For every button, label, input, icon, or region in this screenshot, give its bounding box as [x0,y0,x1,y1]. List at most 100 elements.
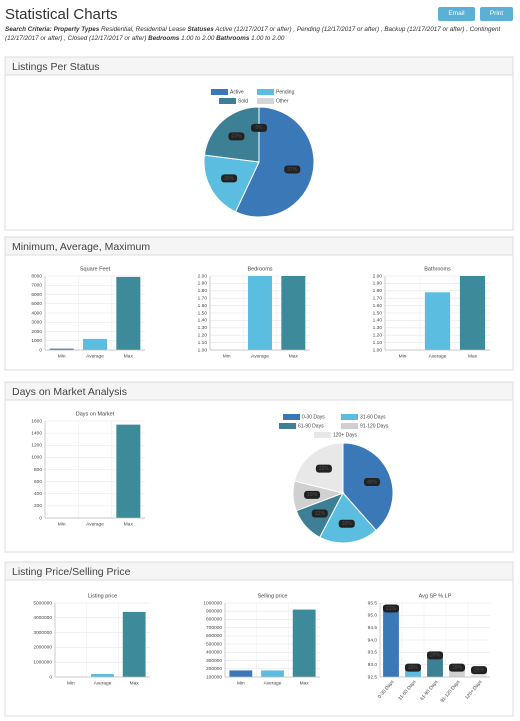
label-bg [315,464,332,473]
x-tick-label: Max [468,353,478,359]
y-tick-label: 5000 [31,301,42,307]
y-tick-label: 1.50 [373,310,383,316]
x-tick-label: Min [58,521,66,527]
y-tick-label: 1000 [31,455,42,461]
x-tick-label: Average [264,680,282,686]
email-button[interactable]: Email [438,7,475,21]
slice-label: 10% [307,492,318,498]
section-header [4,56,514,76]
criteria-name: Bedrooms [148,34,180,42]
y-tick-label: 94.5 [368,625,378,631]
section-header [4,236,514,256]
section-panel [4,561,514,717]
bar [116,424,141,518]
y-tick-label: 1000000 [33,659,52,665]
chart-title: Bathrooms [424,266,451,272]
y-tick-label: 1.00 [373,347,383,353]
x-tick-label: Max [130,680,140,686]
y-tick-label: 1.10 [373,340,383,346]
x-tick-label: Average [86,353,104,359]
x-tick-label: Average [94,680,112,686]
y-tick-label: 1.00 [198,347,208,353]
chart-title: Bedrooms [247,266,272,272]
chart-title: Square Feet [80,266,111,272]
legend-label: Other [276,98,289,104]
chart-title: Selling price [258,593,288,599]
bar [383,605,399,677]
slice-label: 23% [231,134,242,140]
bar [292,609,316,677]
print-button[interactable]: Print [480,7,513,21]
bar [459,276,486,350]
criteria-name: Bathrooms [216,34,250,42]
y-tick-label: 1.90 [373,281,383,287]
x-tick-label: Max [124,521,134,527]
y-tick-label: 95.5 [368,600,378,606]
criteria-value: 1.00 to 2.00 [181,34,215,42]
y-tick-label: 93.5 [368,650,378,656]
y-tick-label: 200000 [206,666,222,672]
criteria-value: Residential, Residential Lease [101,26,186,33]
slice-label: 57% [287,167,298,173]
y-tick-label: 1.50 [198,310,208,316]
x-tick-label: Min [223,353,231,359]
search-criteria: Search Criteria: Property Types Resident… [5,26,510,43]
criteria-name: Statuses [187,26,214,33]
label-bg [338,519,355,528]
x-tick-label: Average [251,353,269,359]
label-bg [363,478,380,487]
bar-label: 20% [452,665,463,671]
legend-swatch [211,89,228,95]
y-tick-label: 7000 [31,283,42,289]
y-tick-label: 600000 [206,633,222,639]
bar-label: 20% [474,667,485,673]
legend-swatch [341,414,358,420]
criteria-value: Active (12/17/2017 or after) , Pending (… [5,26,501,42]
label-bg [251,123,267,132]
legend-swatch [279,423,296,429]
x-tick-label: Average [86,521,104,527]
legend-label: 31-60 Days [360,414,386,420]
bar [83,338,107,350]
y-tick-label: 1.70 [373,295,383,301]
x-tick-label: Min [237,680,245,686]
legend-swatch [283,414,300,420]
legend-swatch [341,423,358,429]
y-tick-label: 1.40 [198,318,208,324]
label-bg [383,604,399,613]
y-tick-label: 500000 [206,641,222,647]
legend-label: Pending [276,89,295,95]
legend-swatch [257,98,274,104]
section-title: Listing Price/Selling Price [12,566,131,578]
legend-swatch [314,432,331,438]
slice-label: 20% [224,176,235,182]
label-bg [427,651,443,660]
pie-slice [234,106,315,218]
criteria-value: 1.00 to 2.00 [251,34,285,42]
y-tick-label: 1.10 [198,340,208,346]
y-tick-label: 400 [34,491,42,497]
criteria-label: Search Criteria: [5,26,52,33]
x-tick-label: Min [399,353,407,359]
bar [229,670,253,677]
label-bg [221,174,238,183]
chart-title: Avg SP % LP [419,593,452,599]
y-tick-label: 2.00 [198,273,208,279]
y-tick-label: 1600 [31,418,42,424]
bar [261,670,284,677]
y-tick-label: 1.80 [198,288,208,294]
y-tick-label: 5000000 [33,600,52,606]
bar [248,276,272,350]
y-tick-label: 94.0 [368,637,378,643]
label-bg [471,666,487,675]
legend-swatch [257,89,274,95]
legend-label: Sold [238,98,248,104]
x-tick-label: Max [124,353,134,359]
y-tick-label: 2000000 [33,645,52,651]
y-tick-label: 1.30 [373,325,383,331]
y-tick-label: 3000 [31,320,42,326]
y-tick-label: 1200 [31,443,42,449]
y-tick-label: 900000 [206,608,222,614]
